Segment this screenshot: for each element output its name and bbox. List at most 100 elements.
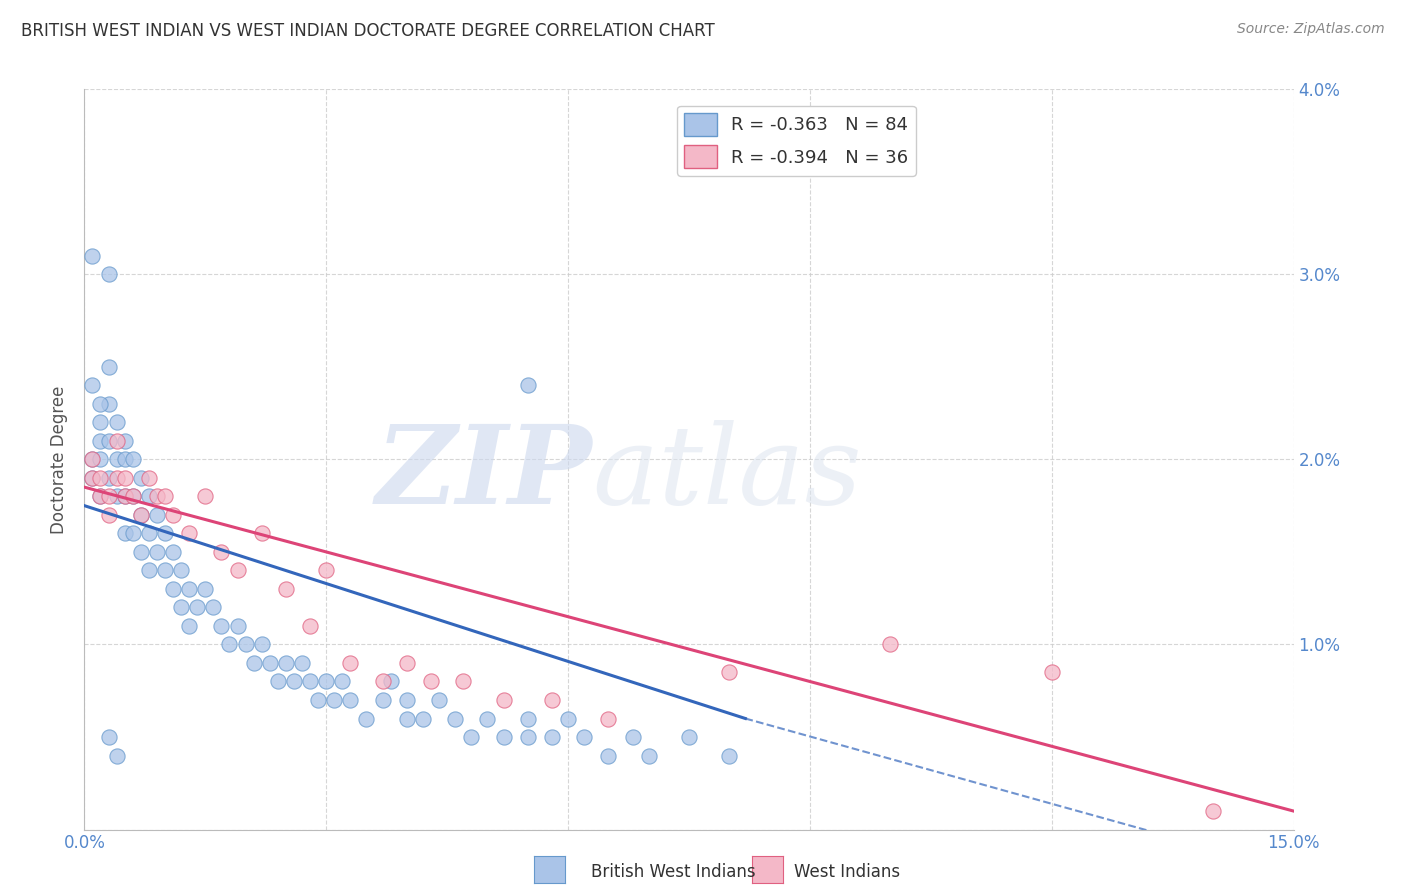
Point	[371, 693, 394, 707]
Point	[97, 397, 120, 411]
Point	[194, 582, 217, 596]
Point	[129, 545, 152, 559]
Point	[82, 378, 104, 392]
Point	[299, 674, 322, 689]
Point	[162, 508, 184, 522]
Point	[97, 268, 120, 282]
Point	[105, 748, 128, 763]
Point	[105, 416, 128, 430]
Point	[153, 564, 176, 578]
Point	[427, 693, 450, 707]
Point	[226, 619, 249, 633]
Point	[621, 730, 644, 744]
Point	[226, 564, 249, 578]
Point	[315, 674, 337, 689]
Point	[138, 471, 160, 485]
Point	[516, 378, 538, 392]
Point	[209, 619, 232, 633]
Point	[129, 471, 152, 485]
Point	[105, 434, 128, 448]
Point	[97, 471, 120, 485]
Point	[598, 712, 620, 726]
Point	[516, 712, 538, 726]
Point	[718, 748, 741, 763]
Point	[114, 452, 136, 467]
Point	[339, 693, 361, 707]
Point	[89, 452, 111, 467]
Point	[412, 712, 434, 726]
Point	[291, 656, 314, 670]
Legend: R = -0.363   N = 84, R = -0.394   N = 36: R = -0.363 N = 84, R = -0.394 N = 36	[678, 105, 915, 176]
Point	[138, 526, 160, 541]
Point	[299, 619, 322, 633]
Point	[89, 397, 111, 411]
Point	[105, 452, 128, 467]
Point	[179, 619, 201, 633]
Point	[114, 471, 136, 485]
Point	[339, 656, 361, 670]
Point	[138, 564, 160, 578]
Point	[146, 490, 169, 504]
Point	[194, 490, 217, 504]
Point	[170, 564, 193, 578]
Text: BRITISH WEST INDIAN VS WEST INDIAN DOCTORATE DEGREE CORRELATION CHART: BRITISH WEST INDIAN VS WEST INDIAN DOCTO…	[21, 22, 714, 40]
Point	[395, 693, 418, 707]
Point	[121, 452, 143, 467]
Point	[557, 712, 579, 726]
Point	[129, 508, 152, 522]
Point	[637, 748, 659, 763]
Point	[274, 582, 297, 596]
Point	[97, 434, 120, 448]
Point	[330, 674, 353, 689]
Point	[572, 730, 595, 744]
Point	[114, 434, 136, 448]
Point	[114, 490, 136, 504]
Point	[82, 471, 104, 485]
Point	[323, 693, 346, 707]
Point	[274, 656, 297, 670]
Point	[89, 490, 111, 504]
Point	[114, 490, 136, 504]
Point	[186, 600, 208, 615]
Point	[89, 434, 111, 448]
Point	[283, 674, 305, 689]
Point	[259, 656, 281, 670]
Point	[97, 490, 120, 504]
Point	[1202, 804, 1225, 818]
Point	[242, 656, 264, 670]
Point	[356, 712, 378, 726]
Point	[162, 545, 184, 559]
Text: Source: ZipAtlas.com: Source: ZipAtlas.com	[1237, 22, 1385, 37]
Point	[235, 637, 257, 651]
Point	[89, 416, 111, 430]
Point	[250, 637, 273, 651]
Point	[250, 526, 273, 541]
Point	[129, 508, 152, 522]
Point	[516, 730, 538, 744]
Point	[420, 674, 443, 689]
Point	[451, 674, 474, 689]
Y-axis label: Doctorate Degree: Doctorate Degree	[51, 385, 69, 533]
Point	[105, 490, 128, 504]
Point	[371, 674, 394, 689]
Point	[82, 452, 104, 467]
Point	[170, 600, 193, 615]
Point	[598, 748, 620, 763]
Point	[444, 712, 467, 726]
Point	[879, 637, 901, 651]
Point	[307, 693, 329, 707]
Point	[541, 730, 564, 744]
Point	[146, 545, 169, 559]
Point	[179, 582, 201, 596]
Point	[153, 490, 176, 504]
Point	[1040, 665, 1063, 680]
Text: West Indians: West Indians	[794, 863, 900, 881]
Point	[460, 730, 482, 744]
Point	[395, 712, 418, 726]
Text: British West Indians: British West Indians	[591, 863, 755, 881]
Point	[541, 693, 564, 707]
Text: ZIP: ZIP	[375, 420, 592, 528]
Point	[97, 730, 120, 744]
Point	[121, 490, 143, 504]
Point	[315, 564, 337, 578]
